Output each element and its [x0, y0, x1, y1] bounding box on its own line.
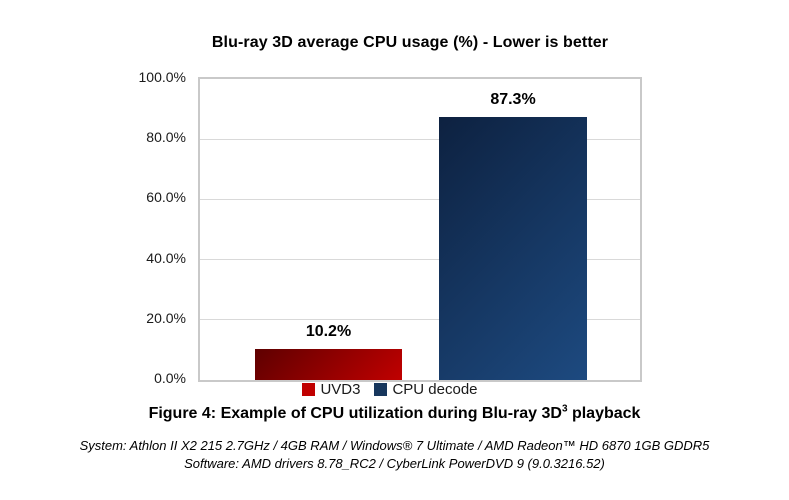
legend-label: CPU decode [392, 381, 478, 398]
legend: UVD3 CPU decode [100, 381, 680, 398]
bar-value-label: 87.3% [490, 91, 536, 108]
figure-caption-superscript: 3 [561, 403, 568, 415]
legend-label: UVD3 [320, 381, 361, 398]
y-axis-tick-label: 40.0% [146, 249, 186, 266]
y-axis-tick-label: 20.0% [146, 309, 186, 326]
plot-area: 10.2% 87.3% [198, 77, 642, 382]
gridline [200, 319, 640, 321]
figure-caption-suffix: playback [567, 405, 641, 422]
gridline [200, 198, 640, 200]
figure-caption: Figure 4: Example of CPU utilization dur… [0, 403, 789, 423]
y-axis-tick-label: 60.0% [146, 189, 186, 206]
y-axis-tick-label: 100.0% [138, 69, 186, 85]
software-specs-footnote: Software: AMD drivers 8.78_RC2 / CyberLi… [184, 456, 605, 471]
legend-swatch-icon [302, 383, 316, 396]
gridline [200, 138, 640, 140]
legend-item-cpu-decode: CPU decode [374, 381, 478, 398]
gridline [200, 259, 640, 261]
bar-cpu-decode [439, 117, 587, 380]
legend-item-uvd3: UVD3 [302, 381, 360, 398]
legend-swatch-icon [374, 383, 388, 396]
y-axis-tick-label: 80.0% [146, 129, 186, 146]
bar-uvd3 [255, 349, 402, 380]
bar-value-label: 10.2% [305, 323, 352, 340]
y-axis-tick-label: 0.0% [154, 370, 186, 386]
system-specs-footnote: System: Athlon II X2 215 2.7GHz / 4GB RA… [79, 438, 710, 453]
figure-caption-text: Figure 4: Example of CPU utilization dur… [148, 405, 562, 422]
chart-title: Blu-ray 3D average CPU usage (%) - Lower… [211, 34, 609, 51]
